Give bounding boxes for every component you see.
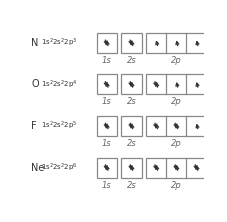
Bar	[146, 116, 207, 136]
Text: 1s: 1s	[102, 97, 111, 107]
Bar	[121, 33, 141, 53]
Text: 2p: 2p	[171, 181, 182, 190]
Bar	[121, 74, 141, 94]
Text: F: F	[32, 121, 37, 131]
Text: 1s: 1s	[102, 181, 111, 190]
Bar	[146, 74, 207, 94]
Text: 2s: 2s	[127, 56, 136, 65]
Text: 1s$^2$2s$^2$2p$^6$: 1s$^2$2s$^2$2p$^6$	[41, 161, 78, 174]
Text: 2s: 2s	[127, 97, 136, 107]
Bar	[96, 33, 117, 53]
Text: 2p: 2p	[171, 139, 182, 148]
Text: 2s: 2s	[127, 181, 136, 190]
Text: 1s$^2$2s$^2$2p$^5$: 1s$^2$2s$^2$2p$^5$	[41, 120, 77, 132]
Bar	[121, 116, 141, 136]
Bar	[96, 74, 117, 94]
Text: 2p: 2p	[171, 56, 182, 65]
Text: O: O	[32, 79, 39, 89]
Bar	[96, 116, 117, 136]
Text: 1s: 1s	[102, 139, 111, 148]
Text: 1s$^2$2s$^2$2p$^3$: 1s$^2$2s$^2$2p$^3$	[41, 37, 77, 49]
Bar	[146, 158, 207, 178]
Text: 1s$^2$2s$^2$2p$^4$: 1s$^2$2s$^2$2p$^4$	[41, 78, 78, 91]
Bar	[121, 158, 141, 178]
Text: 1s: 1s	[102, 56, 111, 65]
Text: 2p: 2p	[171, 97, 182, 107]
Bar	[96, 158, 117, 178]
Text: Ne: Ne	[32, 163, 45, 172]
Text: N: N	[32, 38, 39, 48]
Text: 2s: 2s	[127, 139, 136, 148]
Bar	[146, 33, 207, 53]
